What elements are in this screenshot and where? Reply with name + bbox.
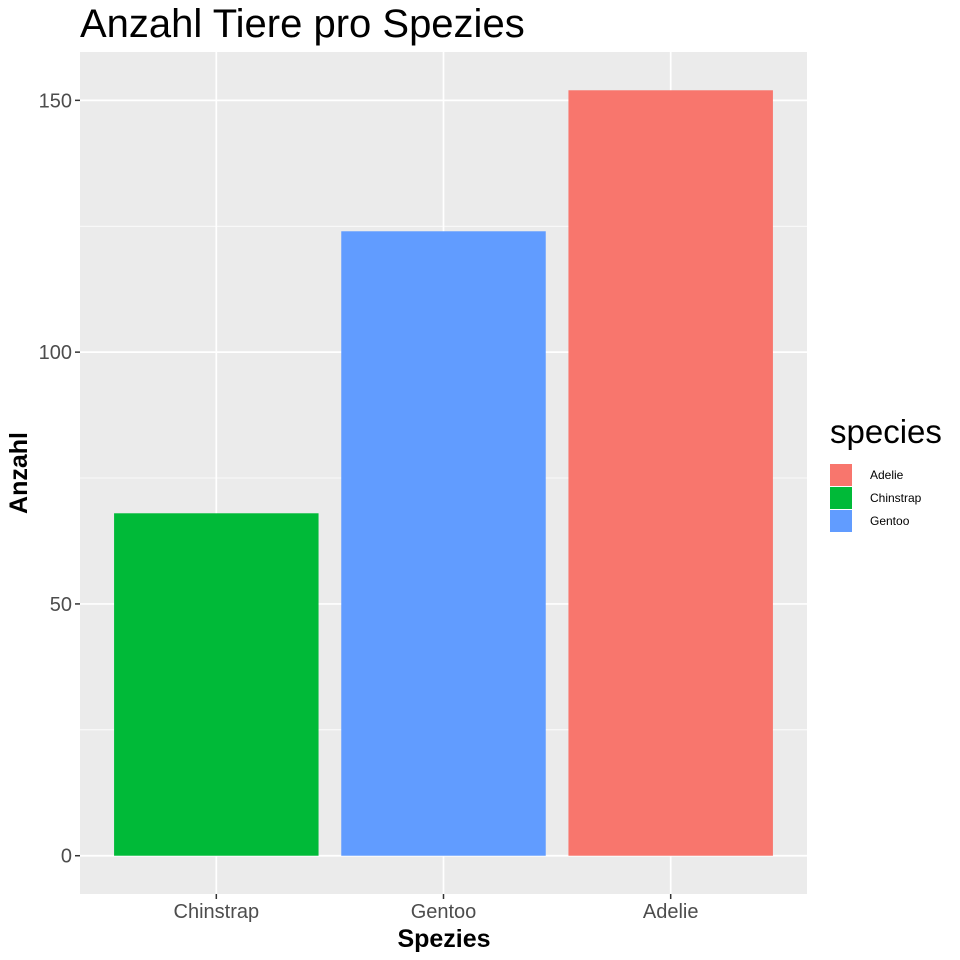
legend: species Adelie Chinstrap Gentoo <box>830 413 942 532</box>
x-axis-title: Spezies <box>397 925 490 953</box>
bar-adelie <box>568 90 773 856</box>
legend-key-adelie <box>830 464 852 486</box>
y-tick-label: 100 <box>39 342 72 364</box>
x-tick-label: Chinstrap <box>174 901 260 923</box>
chart-title: Anzahl Tiere pro Spezies <box>80 2 525 46</box>
legend-label: Chinstrap <box>870 491 922 505</box>
legend-items: Adelie Chinstrap Gentoo <box>830 464 922 532</box>
y-axis-title: Anzahl <box>5 432 33 514</box>
legend-key-chinstrap <box>830 487 852 509</box>
legend-key-gentoo <box>830 510 852 532</box>
x-tick-label: Adelie <box>643 901 699 923</box>
y-axis: 0 50 100 150 <box>39 90 80 868</box>
y-tick-label: 0 <box>61 846 72 868</box>
y-tick-label: 50 <box>50 594 72 616</box>
x-axis: Chinstrap Gentoo Adelie <box>174 894 699 923</box>
bars <box>114 90 773 856</box>
y-tick-label: 150 <box>39 90 72 112</box>
legend-label: Adelie <box>870 468 904 482</box>
bar-chinstrap <box>114 513 319 856</box>
bar-gentoo <box>341 231 546 856</box>
legend-label: Gentoo <box>870 514 910 528</box>
legend-title: species <box>830 413 942 450</box>
x-tick-label: Gentoo <box>411 901 477 923</box>
